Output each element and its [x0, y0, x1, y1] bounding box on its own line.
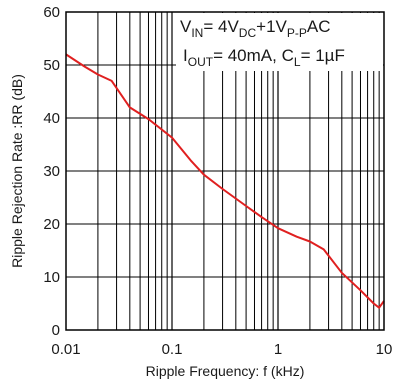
y-tick-label: 0: [52, 322, 60, 339]
x-tick-label: 10: [376, 341, 393, 358]
y-tick-label: 20: [43, 216, 60, 233]
x-tick-label: 0.1: [162, 341, 183, 358]
y-tick-label: 30: [43, 163, 60, 180]
series-group: [66, 54, 384, 307]
y-tick-label: 50: [43, 57, 60, 74]
y-tick-label: 10: [43, 269, 60, 286]
x-tick-labels: 0.01 0.1 1 10: [51, 341, 392, 358]
series-line: [66, 54, 384, 307]
x-axis-label: Ripple Frequency: f (kHz): [146, 363, 305, 379]
x-tick-label: 1: [274, 341, 282, 358]
y-axis-label: Ripple Rejection Rate :RR (dB): [9, 74, 25, 268]
x-tick-label: 0.01: [51, 341, 80, 358]
y-tick-label: 60: [43, 4, 60, 21]
y-tick-labels: 0 10 20 30 40 50 60: [43, 4, 60, 339]
y-tick-label: 40: [43, 110, 60, 127]
